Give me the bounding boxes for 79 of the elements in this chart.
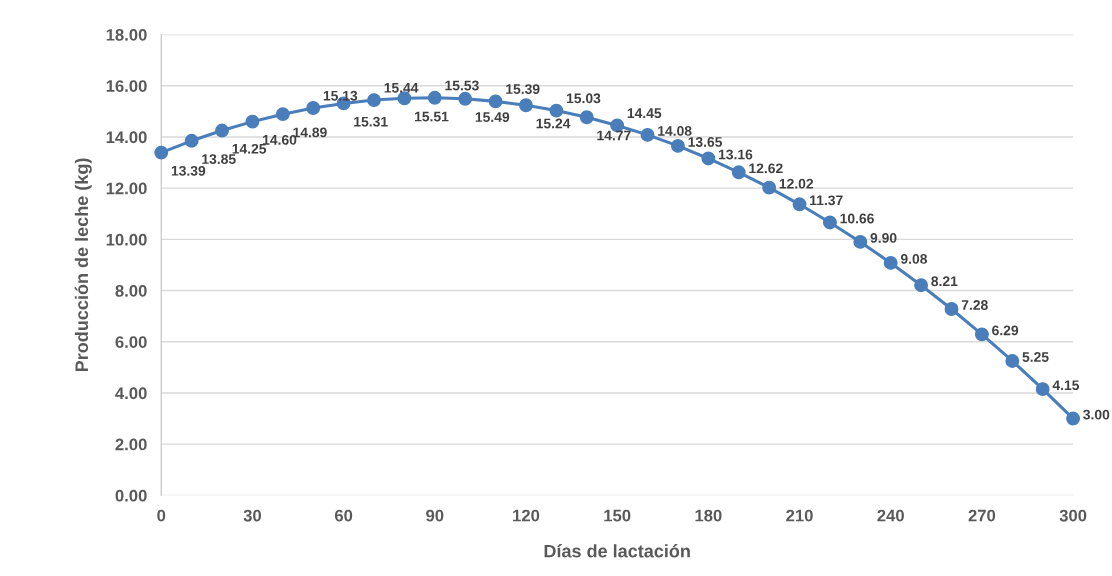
y-tick-label: 14.00 xyxy=(106,131,147,144)
data-label: 15.13 xyxy=(323,90,358,101)
point xyxy=(944,302,959,316)
data-label: 5.25 xyxy=(1022,352,1049,362)
data-label: 14.77 xyxy=(597,130,631,141)
data-label: 13.65 xyxy=(688,137,723,147)
point xyxy=(792,197,807,212)
x-tick-label: 210 xyxy=(786,509,813,522)
point xyxy=(853,234,868,249)
data-label: 6.29 xyxy=(992,325,1019,336)
point xyxy=(822,215,837,230)
point xyxy=(154,145,169,160)
point xyxy=(367,93,381,108)
point xyxy=(579,110,594,125)
x-tick-label: 180 xyxy=(695,509,722,522)
point xyxy=(914,278,929,293)
point xyxy=(184,133,199,148)
data-label: 11.37 xyxy=(810,195,843,206)
data-label: 15.53 xyxy=(445,80,479,91)
data-label: 15.49 xyxy=(475,112,510,122)
point xyxy=(640,127,655,142)
y-tick-label: 6.00 xyxy=(115,336,147,348)
y-tick-label: 0.00 xyxy=(115,489,147,502)
point xyxy=(974,327,989,342)
point xyxy=(731,165,746,180)
data-label: 15.03 xyxy=(566,93,601,104)
point xyxy=(762,180,777,195)
y-tick-label: 8.00 xyxy=(115,284,147,297)
data-label: 13.39 xyxy=(171,165,206,176)
point xyxy=(671,138,685,153)
y-tick-label: 2.00 xyxy=(115,438,147,451)
point xyxy=(883,255,898,270)
y-axis-title: Producción de leche (kg) xyxy=(74,158,92,372)
x-tick-label: 30 xyxy=(243,509,262,522)
point xyxy=(488,94,503,109)
point xyxy=(1066,411,1081,426)
point xyxy=(549,103,564,118)
x-tick-label: 60 xyxy=(334,509,353,522)
data-label: 15.51 xyxy=(414,111,449,122)
data-label: 15.39 xyxy=(506,84,540,95)
data-label: 15.24 xyxy=(536,118,571,129)
data-label: 8.21 xyxy=(931,276,958,287)
data-label: 15.31 xyxy=(354,116,388,127)
x-tick-label: 300 xyxy=(1059,509,1087,522)
y-tick-label: 10.00 xyxy=(106,233,147,246)
data-label: 10.66 xyxy=(840,213,874,224)
x-tick-label: 120 xyxy=(513,509,540,522)
point xyxy=(427,90,442,105)
data-label: 15.44 xyxy=(384,83,419,93)
data-label: 3.00 xyxy=(1083,409,1110,420)
data-label: 14.08 xyxy=(658,126,692,136)
data-label: 13.16 xyxy=(718,149,753,160)
point xyxy=(215,123,229,138)
x-tick-label: 0 xyxy=(157,509,166,522)
y-tick-label: 12.00 xyxy=(106,182,147,195)
x-tick-label: 90 xyxy=(426,509,444,522)
data-label: 14.45 xyxy=(627,108,662,119)
x-axis-title: Días de lactación xyxy=(544,544,690,558)
point xyxy=(245,114,260,129)
y-tick-label: 4.00 xyxy=(115,387,147,400)
point xyxy=(1035,382,1050,397)
data-label: 9.90 xyxy=(870,233,897,243)
point xyxy=(1005,354,1020,368)
y-tick-label: 18.00 xyxy=(106,28,147,41)
x-tick-label: 150 xyxy=(604,509,631,522)
data-label: 4.15 xyxy=(1052,380,1080,391)
data-label: 13.85 xyxy=(202,154,236,164)
point xyxy=(458,91,473,106)
data-label: 7.28 xyxy=(961,300,988,310)
data-label: 12.62 xyxy=(749,163,783,174)
x-tick-label: 270 xyxy=(968,509,996,522)
x-tick-label: 240 xyxy=(877,509,904,522)
point xyxy=(275,107,290,122)
y-tick-label: 16.00 xyxy=(106,80,147,92)
point xyxy=(519,98,533,113)
data-label: 12.02 xyxy=(779,178,814,189)
data-label: 9.08 xyxy=(900,254,928,264)
point xyxy=(306,101,321,115)
point xyxy=(701,151,716,166)
